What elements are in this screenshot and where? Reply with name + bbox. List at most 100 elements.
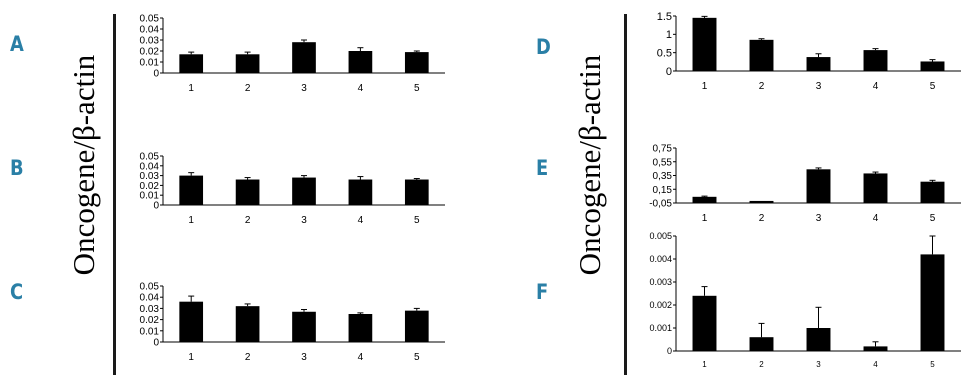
chart-b-y-tick-label: 0.03	[140, 171, 160, 182]
chart-a-bar-3	[292, 42, 316, 73]
chart-f-category-label-1: 1	[702, 360, 707, 369]
chart-b-category-label-2: 2	[245, 215, 251, 226]
chart-b-bar-1	[179, 175, 204, 205]
chart-e-y-tick-label: 0,35	[653, 171, 673, 182]
right-divider-line	[624, 14, 627, 375]
chart-e-bar-5	[920, 181, 945, 203]
chart-d-bar-3	[806, 57, 831, 71]
chart-e-y-tick-label: 0,15	[653, 185, 673, 196]
chart-d-bar-4	[863, 50, 888, 71]
chart-d-y-tick-label: 0.5	[657, 48, 672, 60]
chart-c-y-tick-label: 0	[153, 338, 159, 349]
chart-f-category-label-3: 3	[816, 360, 821, 369]
chart-b-category-label-1: 1	[188, 215, 194, 226]
chart-c-y-tick-label: 0.04	[140, 293, 160, 304]
chart-a-y-tick-label: 0.02	[140, 47, 160, 58]
chart-d-category-label-3: 3	[816, 81, 822, 92]
chart-a-y-tick-label: 0.03	[140, 36, 160, 47]
chart-a-category-label-4: 4	[358, 83, 364, 94]
chart-f-category-label-5: 5	[930, 360, 935, 369]
chart-f-category-label-4: 4	[873, 360, 878, 369]
chart-e-category-label-5: 5	[930, 213, 936, 224]
chart-b-bar-5	[404, 179, 429, 205]
chart-f-y-tick-label: 0.004	[649, 254, 672, 264]
chart-a-y-tick-label: 0.05	[140, 14, 160, 25]
panel-letter-d: D	[536, 35, 551, 59]
chart-b-bar-3	[292, 177, 316, 205]
chart-a-bar-1	[179, 54, 204, 73]
chart-d-bar-1	[692, 17, 717, 71]
chart-b-y-tick-label: 0	[153, 201, 159, 212]
chart-a-category-label-2: 2	[245, 83, 251, 94]
chart-f-bar-5	[920, 254, 945, 351]
chart-d-bar-2	[749, 39, 774, 71]
chart-e-y-tick-label: -0,05	[649, 199, 672, 210]
chart-c-category-label-2: 2	[245, 352, 251, 363]
chart-a-category-label-1: 1	[188, 83, 194, 94]
chart-d-category-label-4: 4	[873, 81, 879, 92]
chart-e-y-tick-label: 0,55	[653, 157, 673, 168]
chart-d-y-tick-label: 1.5	[657, 11, 672, 23]
chart-a-bar-5	[404, 52, 429, 73]
chart-f-bar-2	[749, 337, 774, 351]
chart-b-y-tick-label: 0.05	[140, 152, 160, 163]
chart-a-y-tick-label: 0.04	[140, 25, 160, 36]
panel-letter-b: B	[10, 156, 24, 180]
chart-b-category-label-5: 5	[414, 215, 420, 226]
chart-f-y-tick-label: 0.002	[649, 300, 672, 310]
chart-c-category-label-1: 1	[188, 352, 194, 363]
panel-letter-f: F	[536, 280, 549, 304]
chart-b-y-tick-label: 0.02	[140, 181, 160, 192]
chart-e-bar-4	[863, 173, 888, 203]
chart-a-y-tick-label: 0.01	[140, 58, 160, 69]
left-divider-line	[113, 14, 116, 375]
chart-c-bar-3	[292, 311, 316, 342]
chart-c-y-tick-label: 0.01	[140, 326, 160, 337]
chart-d-bar-5	[920, 61, 945, 71]
chart-c-y-tick-label: 0.02	[140, 315, 160, 326]
chart-d-y-tick-label: 0	[666, 66, 672, 78]
chart-f-y-tick-label: 0	[667, 346, 672, 356]
chart-a-y-tick-label: 0	[153, 69, 159, 80]
chart-e-category-label-1: 1	[702, 213, 708, 224]
chart-f-bar-3	[806, 328, 831, 351]
chart-f-y-tick-label: 0.001	[649, 323, 672, 333]
chart-f-bar-4	[863, 346, 888, 351]
chart-c-y-tick-label: 0.03	[140, 304, 160, 315]
chart-e-category-label-3: 3	[816, 213, 822, 224]
chart-d-y-tick-label: 1	[666, 29, 672, 41]
chart-c-bar-5	[404, 310, 429, 342]
panel-letter-e: E	[536, 156, 549, 180]
chart-f-y-tick-label: 0.005	[649, 231, 672, 241]
chart-a-bar-4	[348, 51, 373, 73]
chart-c-bar-2	[235, 306, 260, 342]
chart-d-category-label-5: 5	[930, 81, 936, 92]
panel-letter-a: A	[10, 32, 24, 56]
chart-c-category-label-5: 5	[414, 352, 420, 363]
chart-b-y-tick-label: 0.01	[140, 191, 160, 202]
chart-e-category-label-2: 2	[759, 213, 765, 224]
chart-e-bar-2	[749, 200, 774, 203]
chart-e-bar-3	[806, 169, 831, 203]
chart-e-category-label-4: 4	[873, 213, 879, 224]
chart-a-category-label-5: 5	[414, 83, 420, 94]
chart-f-y-tick-label: 0.003	[649, 277, 672, 287]
chart-d-category-label-2: 2	[759, 81, 765, 92]
chart-f-bar-1	[692, 295, 717, 351]
chart-b-category-label-3: 3	[301, 215, 307, 226]
chart-c-category-label-3: 3	[301, 352, 307, 363]
chart-b-y-tick-label: 0.04	[140, 161, 160, 172]
chart-c-bar-1	[179, 301, 204, 342]
chart-e-y-tick-label: 0,75	[653, 144, 673, 155]
chart-c-y-tick-label: 0.05	[140, 282, 160, 293]
chart-e-bar-1	[692, 196, 717, 203]
chart-a-bar-2	[235, 54, 260, 73]
chart-b-bar-4	[348, 179, 373, 205]
chart-b-category-label-4: 4	[358, 215, 364, 226]
